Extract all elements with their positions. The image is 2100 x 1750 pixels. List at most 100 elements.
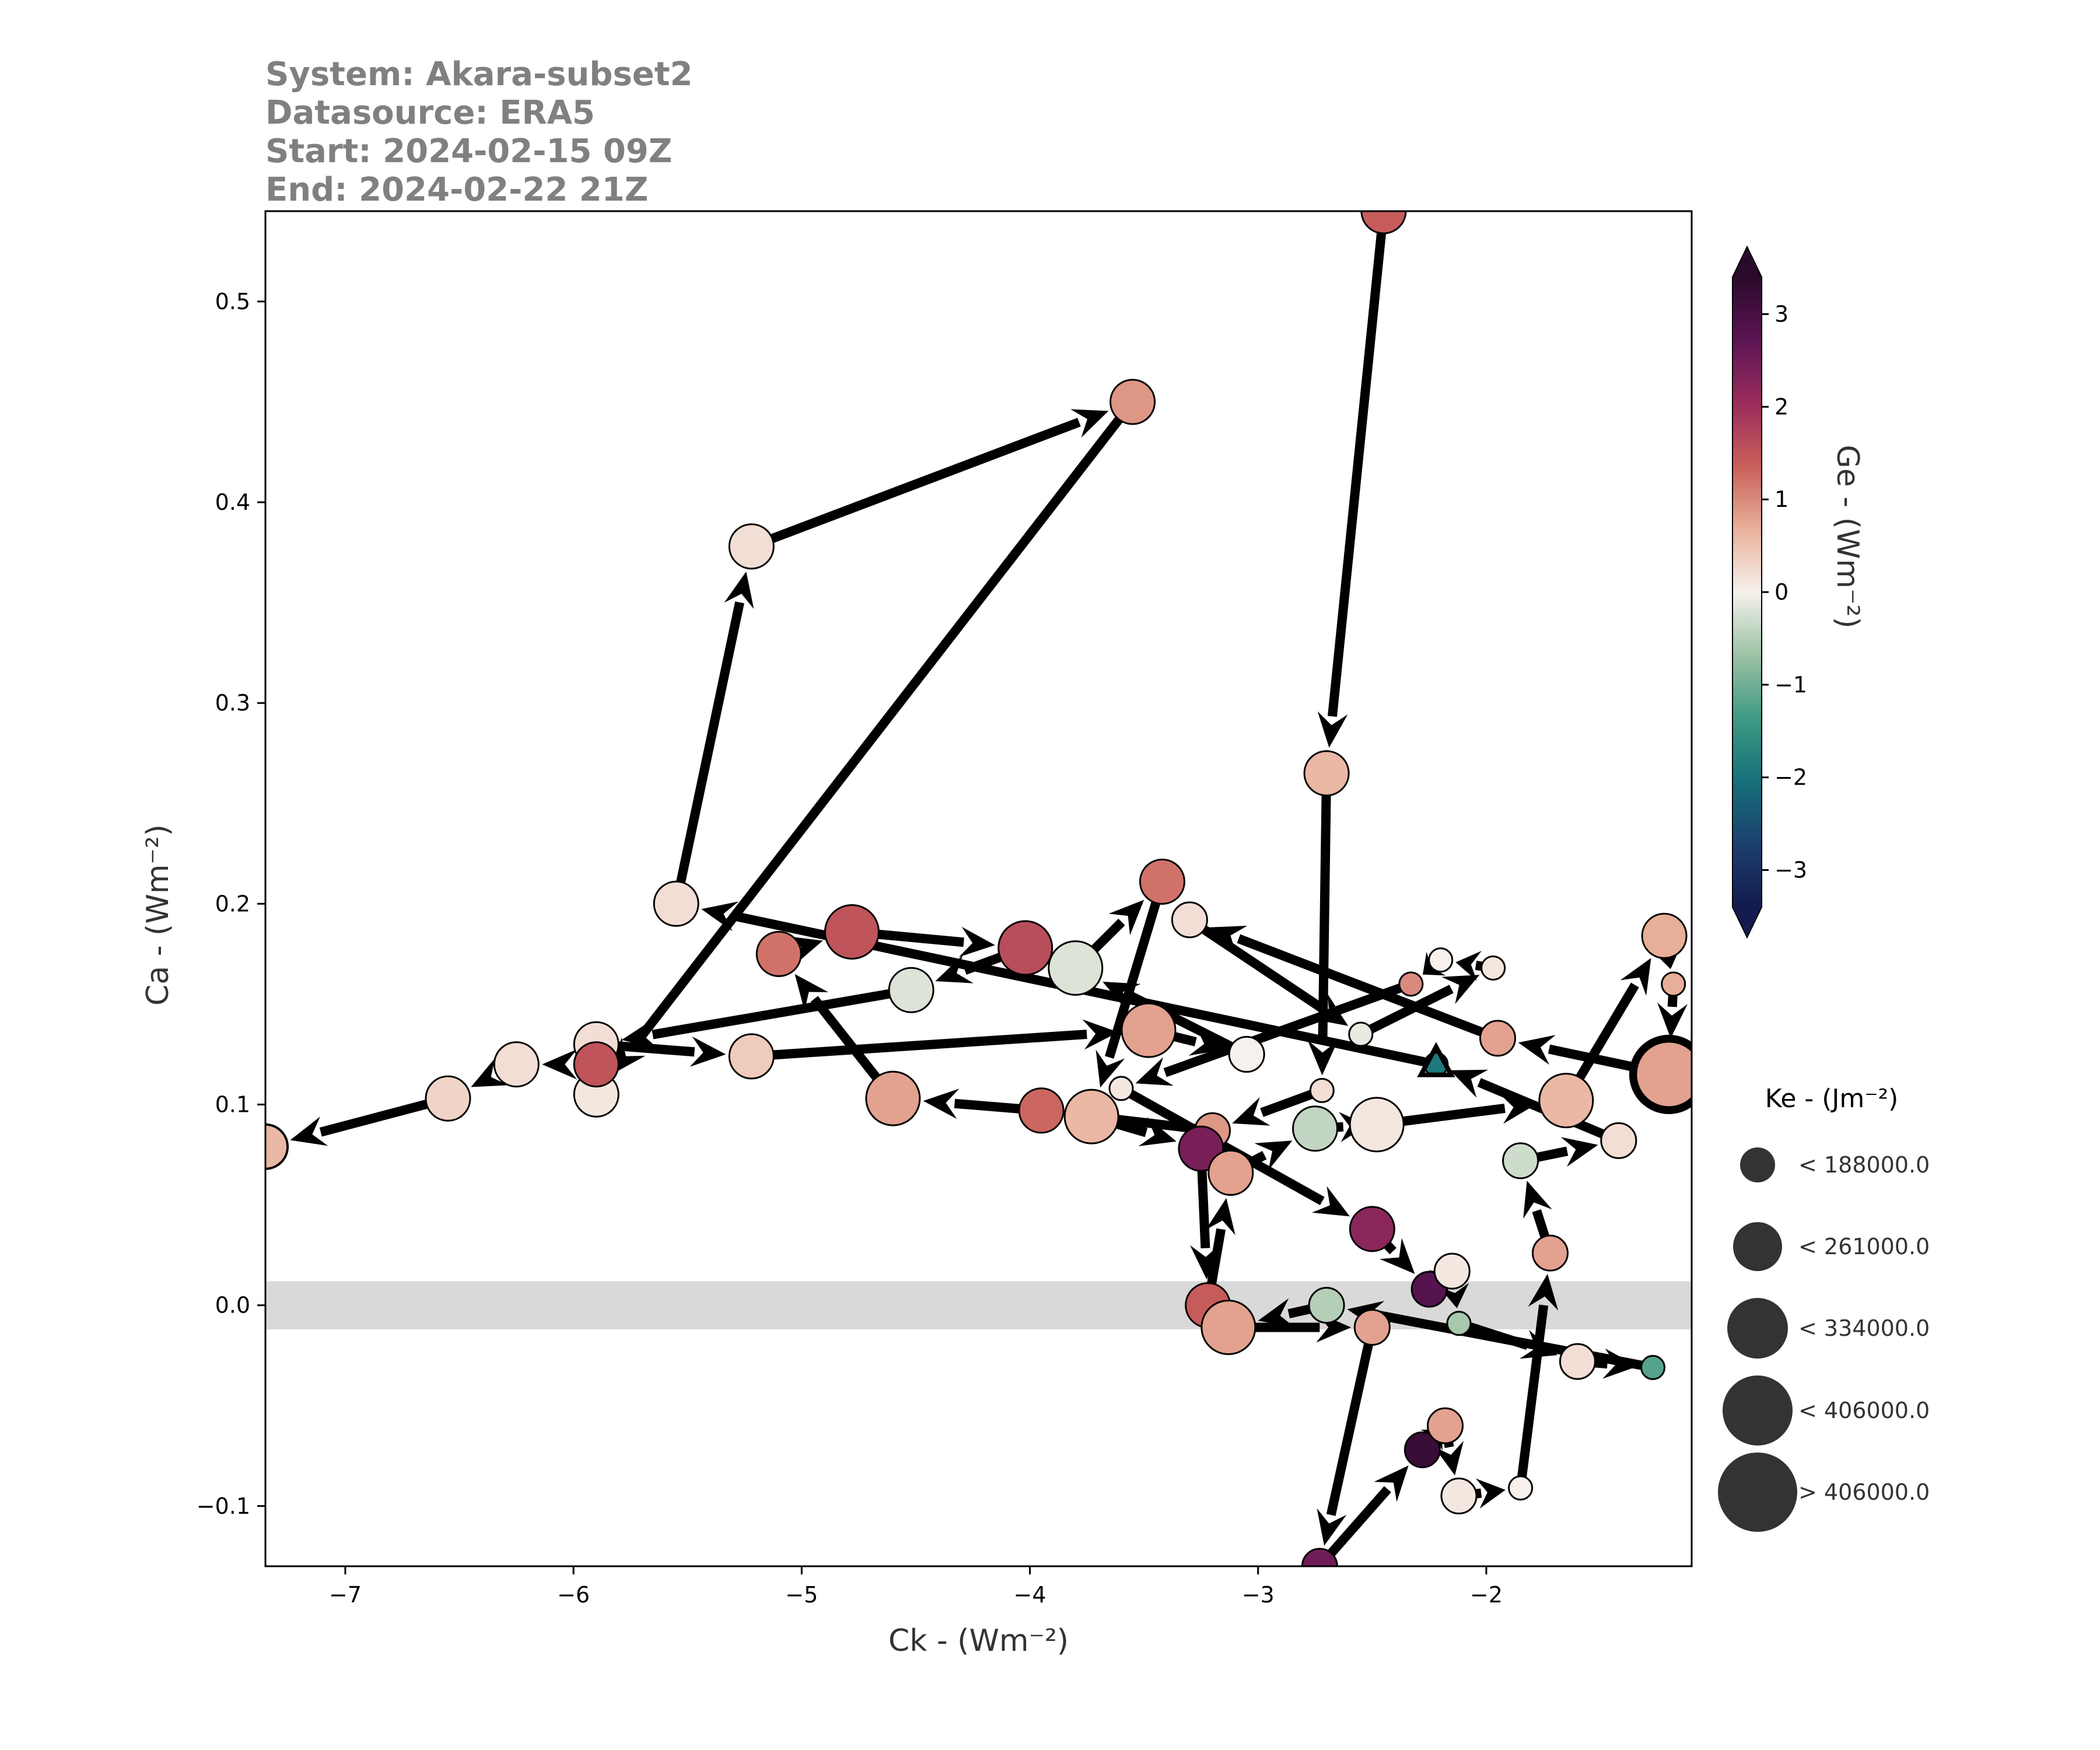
header-end: End: 2024-02-22 21Z bbox=[265, 171, 649, 209]
trajectory-arrow-shaft bbox=[864, 928, 964, 947]
y-tick-label: 0.4 bbox=[215, 489, 250, 515]
trajectory-point bbox=[1433, 1252, 1471, 1290]
trajectory-arrow-shaft bbox=[1377, 1310, 1648, 1371]
trajectory-point bbox=[998, 920, 1054, 976]
trajectory-arrow-head bbox=[471, 1058, 509, 1087]
trajectory-point bbox=[1308, 1287, 1345, 1324]
trajectory-point bbox=[1292, 1105, 1339, 1152]
trajectory-point bbox=[1502, 1142, 1539, 1180]
trajectory-point bbox=[425, 1075, 471, 1122]
colorbar-tick-label: 1 bbox=[1774, 487, 1788, 512]
trajectory-point bbox=[1531, 1234, 1569, 1272]
trajectory-arrow-head bbox=[794, 974, 828, 1012]
trajectory-arrow-shaft bbox=[1364, 985, 1454, 1036]
trajectory-point bbox=[1446, 1311, 1472, 1336]
trajectory-arrow-shaft bbox=[1328, 222, 1387, 717]
trajectory-point bbox=[1301, 1548, 1338, 1566]
trajectory-point bbox=[1108, 1076, 1134, 1101]
x-tick-label: −2 bbox=[1470, 1582, 1503, 1608]
colorbar-tick-label: −1 bbox=[1774, 672, 1807, 698]
y-tick-label: −0.1 bbox=[197, 1493, 250, 1519]
trajectory-arrow-head bbox=[724, 571, 754, 609]
colorbar-outline bbox=[1732, 245, 1762, 939]
trajectory-arrow-shaft bbox=[1260, 1088, 1318, 1117]
x-tick-label: −6 bbox=[557, 1582, 590, 1608]
trajectory-arrow-head bbox=[1657, 1002, 1688, 1038]
trajectory-arrow-shaft bbox=[1105, 891, 1164, 1059]
trajectory-point bbox=[1063, 1088, 1119, 1144]
x-tick-label: −4 bbox=[1014, 1582, 1046, 1608]
start-marker bbox=[1417, 1042, 1455, 1077]
size-legend-marker bbox=[1718, 1452, 1797, 1532]
zero-band bbox=[265, 1281, 1692, 1329]
trajectory-arrow-head bbox=[290, 1116, 328, 1146]
trajectory-arrow-head bbox=[785, 936, 823, 965]
size-legend-label: < 334000.0 bbox=[1798, 1315, 1930, 1341]
header-system: System: Akara-subset2 bbox=[265, 55, 693, 93]
trajectory-arrow-shaft bbox=[762, 1030, 1087, 1060]
trajectory-point bbox=[1228, 1035, 1265, 1073]
trajectory-arrow-head bbox=[1070, 409, 1109, 438]
trajectory-point bbox=[728, 523, 775, 570]
trajectory-arrow-head bbox=[1082, 1019, 1119, 1050]
trajectory-point bbox=[1208, 1149, 1254, 1196]
end-marker bbox=[1629, 1034, 1692, 1114]
trajectory-point bbox=[1139, 858, 1185, 905]
size-legend-marker bbox=[1733, 1222, 1782, 1271]
trajectory-arrow-head bbox=[1209, 926, 1248, 954]
trajectory-arrow-head bbox=[1441, 975, 1480, 1005]
trajectory-point bbox=[1309, 1077, 1335, 1103]
size-legend-marker bbox=[1740, 1147, 1775, 1182]
trajectory-arrow-head bbox=[1254, 1140, 1293, 1170]
trajectory-arrow-head bbox=[1188, 1026, 1227, 1056]
x-tick-label: −5 bbox=[785, 1582, 818, 1608]
trajectory-point bbox=[1428, 947, 1454, 973]
y-tick-label: 0.0 bbox=[215, 1293, 250, 1318]
trajectory-arrow-head bbox=[923, 1088, 960, 1119]
trajectory-point bbox=[1171, 901, 1208, 939]
trajectory-point bbox=[1427, 1407, 1464, 1444]
trajectory-point bbox=[1559, 1343, 1596, 1380]
trajectory-arrow-shaft bbox=[1318, 784, 1331, 1044]
trajectory-arrow-shaft bbox=[1194, 921, 1325, 1013]
trajectory-point bbox=[824, 904, 880, 960]
size-legend-label: < 188000.0 bbox=[1798, 1152, 1930, 1178]
trajectory-arrow-head bbox=[1518, 1035, 1556, 1065]
y-tick-label: 0.1 bbox=[215, 1091, 250, 1117]
trajectory-arrow-shaft bbox=[627, 408, 1130, 1052]
trajectory-arrow-head bbox=[1096, 1049, 1125, 1088]
trajectory-point bbox=[1121, 1002, 1177, 1058]
trajectory-point bbox=[1349, 1206, 1395, 1252]
trajectory-point bbox=[1508, 1475, 1534, 1501]
trajectory-arrow-head bbox=[690, 1036, 726, 1067]
trajectory-point bbox=[1353, 1308, 1391, 1346]
header-start: Start: 2024-02-15 09Z bbox=[265, 132, 673, 170]
trajectory-point bbox=[728, 1033, 775, 1080]
trajectory-arrow-shaft bbox=[1124, 1087, 1325, 1205]
trajectory-arrow-head bbox=[1311, 1186, 1350, 1217]
trajectory-arrow-shaft bbox=[674, 601, 744, 894]
colorbar-tick-label: −2 bbox=[1774, 765, 1807, 790]
trajectory-arrow-head bbox=[1450, 1069, 1489, 1098]
trajectory-arrow-head bbox=[1528, 1273, 1559, 1311]
trajectory-arrow-head bbox=[542, 1049, 578, 1080]
trajectory-arrow-shaft bbox=[954, 1098, 1031, 1115]
trajectory-arrow-head bbox=[1434, 1441, 1464, 1476]
colorbar-body bbox=[1732, 277, 1762, 907]
trajectory-point bbox=[865, 1070, 921, 1126]
colorbar-tick-label: −3 bbox=[1774, 857, 1807, 883]
trajectory-arrow-shaft bbox=[1389, 1104, 1506, 1128]
trajectory-arrow-head bbox=[935, 954, 974, 984]
trajectory-arrow-head bbox=[1374, 1465, 1409, 1502]
trajectory-point bbox=[265, 1123, 289, 1170]
trajectory-point bbox=[573, 1041, 620, 1088]
trajectory-arrow-head bbox=[1307, 1040, 1338, 1076]
plot-area bbox=[265, 211, 1692, 1566]
trajectory-point bbox=[1480, 955, 1506, 981]
size-legend-label: < 261000.0 bbox=[1798, 1234, 1930, 1259]
trajectory-arrow-head bbox=[1380, 1238, 1415, 1274]
trajectory-arrow-head bbox=[1523, 1181, 1552, 1219]
colorbar-label: Ge - (Wm⁻²) bbox=[1830, 444, 1865, 628]
size-legend-marker bbox=[1727, 1298, 1788, 1359]
